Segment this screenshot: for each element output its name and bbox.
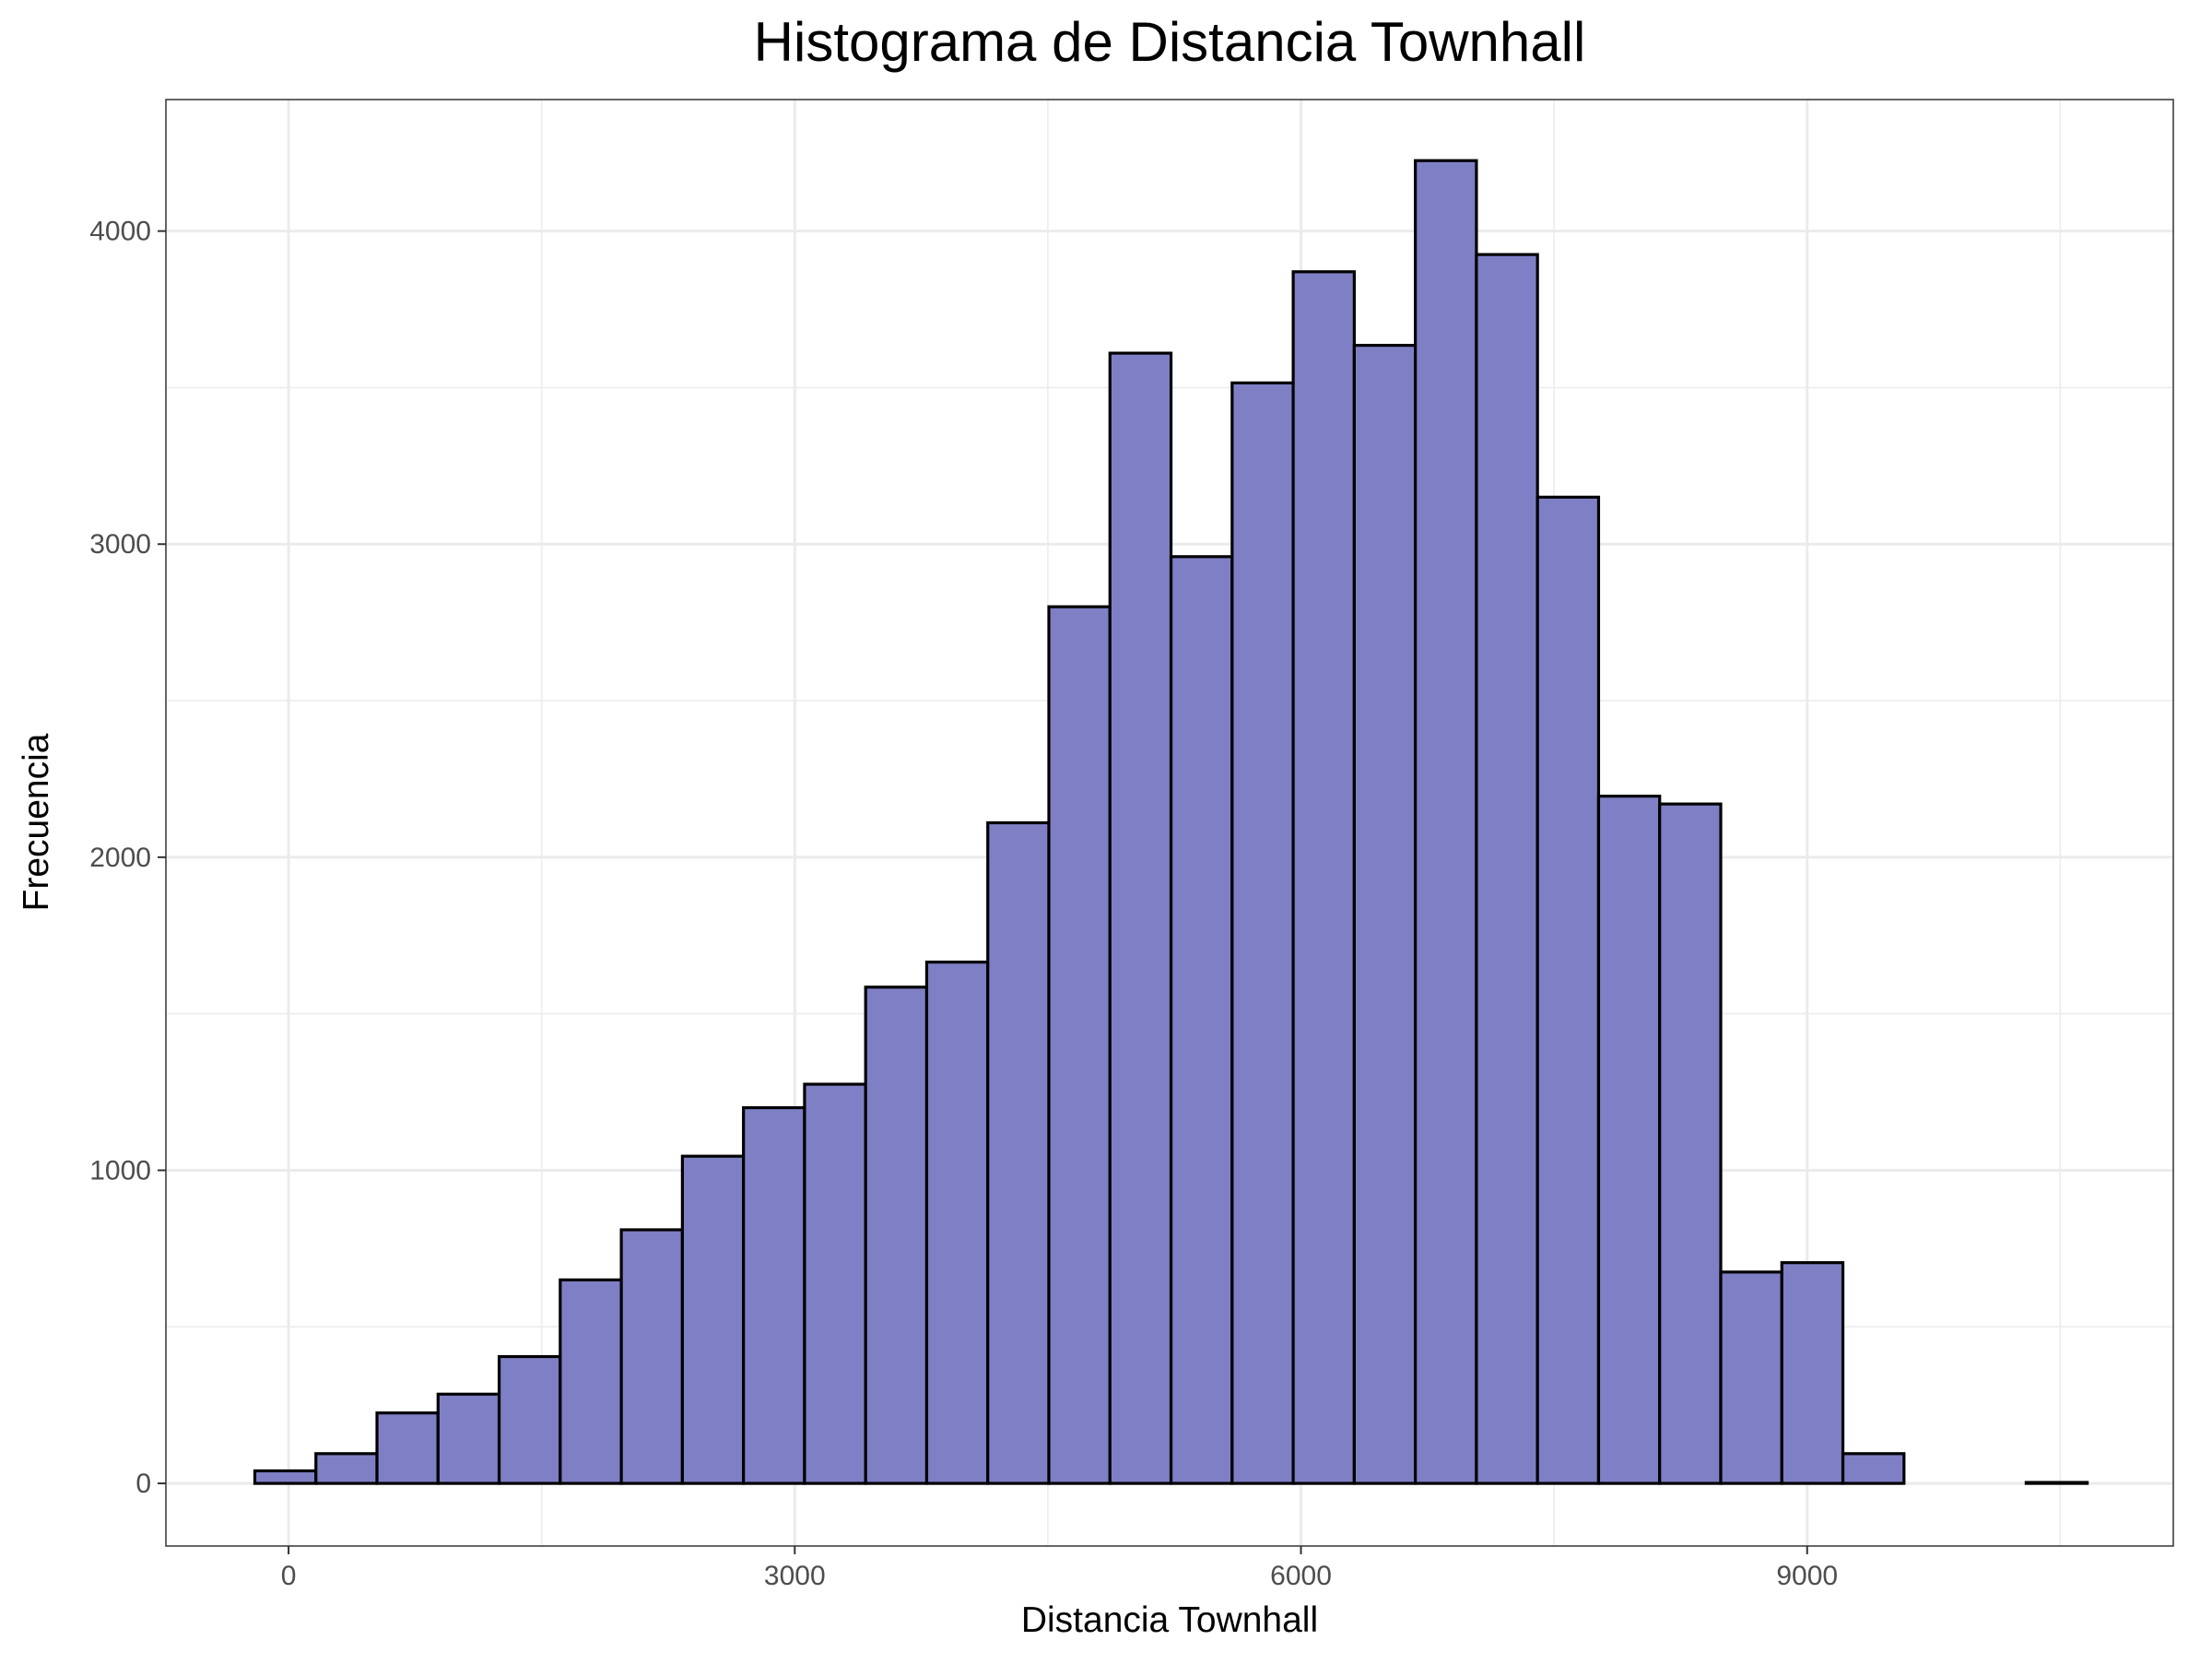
histogram-bar xyxy=(1535,495,1601,1485)
histogram-bar xyxy=(619,1228,684,1485)
histogram-bars xyxy=(253,159,2089,1485)
histogram-bar xyxy=(253,1469,318,1485)
y-tick-label: 4000 xyxy=(89,217,151,247)
histogram-bar xyxy=(1658,802,1723,1485)
histogram-bar xyxy=(314,1452,379,1485)
histogram-bar xyxy=(1230,381,1295,1485)
y-tick-label: 3000 xyxy=(89,529,151,560)
y-tick-label: 0 xyxy=(135,1469,151,1499)
histogram-bar xyxy=(1414,159,1478,1485)
histogram-bar xyxy=(497,1354,562,1485)
histogram-bar xyxy=(864,985,929,1485)
x-axis-title: Distancia Townhall xyxy=(1021,1600,1318,1640)
histogram-bar xyxy=(1047,605,1112,1485)
x-tick-label: 3000 xyxy=(764,1561,826,1591)
histogram-bar xyxy=(1780,1261,1845,1485)
histogram-bar xyxy=(742,1105,806,1485)
histogram-bar xyxy=(1596,795,1662,1485)
x-tick-label: 0 xyxy=(281,1561,297,1591)
histogram-bar xyxy=(986,820,1051,1485)
histogram-bar xyxy=(680,1154,746,1485)
y-tick-label: 2000 xyxy=(89,843,151,873)
histogram-bar xyxy=(1108,351,1173,1485)
histogram-bar xyxy=(436,1392,501,1485)
chart-title: Histograma de Distancia Townhall xyxy=(754,11,1586,73)
histogram-bar xyxy=(924,961,990,1485)
histogram-bar xyxy=(375,1411,440,1485)
histogram-bar xyxy=(1291,270,1356,1485)
x-tick-label: 6000 xyxy=(1270,1561,1332,1591)
axis-ticks: 0 3000 6000 9000 0 1000 2000 3000 4000 xyxy=(89,217,1838,1591)
y-tick-label: 1000 xyxy=(89,1155,151,1186)
histogram-bar xyxy=(1719,1270,1783,1485)
y-axis-title: Frecuencia xyxy=(17,733,56,911)
histogram-bar xyxy=(1475,253,1539,1485)
histogram-bar xyxy=(1841,1452,1906,1485)
plot-panel-border xyxy=(165,99,2174,1547)
histogram-bar xyxy=(1169,555,1234,1485)
x-tick-label: 9000 xyxy=(1776,1561,1838,1591)
histogram-bar xyxy=(559,1278,623,1485)
histogram-bar xyxy=(2024,1481,2089,1485)
histogram-bar xyxy=(1352,343,1418,1485)
histogram-bar xyxy=(803,1082,867,1485)
grid-lines xyxy=(166,100,2173,1546)
